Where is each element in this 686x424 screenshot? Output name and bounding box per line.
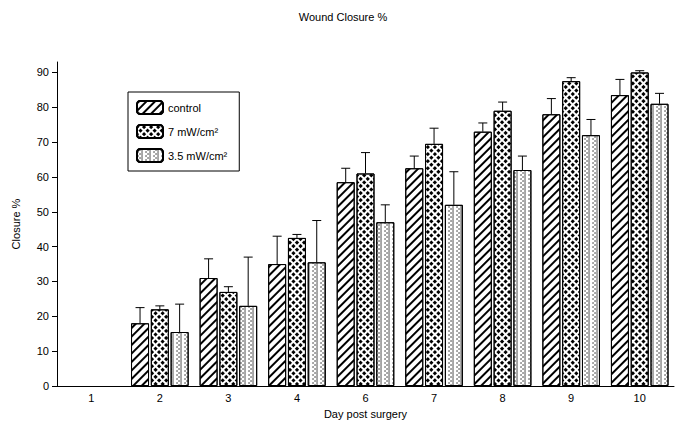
svg-text:control: control (168, 102, 201, 114)
svg-text:8: 8 (500, 392, 506, 404)
svg-text:6: 6 (362, 392, 368, 404)
svg-text:Wound Closure %: Wound Closure % (299, 11, 388, 23)
svg-text:80: 80 (37, 101, 49, 113)
svg-text:70: 70 (37, 136, 49, 148)
svg-text:50: 50 (37, 206, 49, 218)
svg-text:20: 20 (37, 310, 49, 322)
svg-text:10: 10 (37, 345, 49, 357)
svg-text:1: 1 (88, 392, 94, 404)
svg-text:4: 4 (294, 392, 300, 404)
svg-text:7 mW/cm²: 7 mW/cm² (168, 126, 218, 138)
svg-text:30: 30 (37, 275, 49, 287)
svg-text:7: 7 (431, 392, 437, 404)
svg-text:0: 0 (43, 380, 49, 392)
svg-text:2: 2 (157, 392, 163, 404)
svg-text:Day post surgery: Day post surgery (324, 408, 408, 420)
svg-text:90: 90 (37, 66, 49, 78)
svg-text:40: 40 (37, 241, 49, 253)
svg-text:9: 9 (568, 392, 574, 404)
svg-text:60: 60 (37, 171, 49, 183)
svg-text:10: 10 (634, 392, 646, 404)
svg-text:3.5 mW/cm²: 3.5 mW/cm² (168, 150, 228, 162)
svg-text:3: 3 (225, 392, 231, 404)
svg-text:Closure %: Closure % (10, 198, 22, 249)
